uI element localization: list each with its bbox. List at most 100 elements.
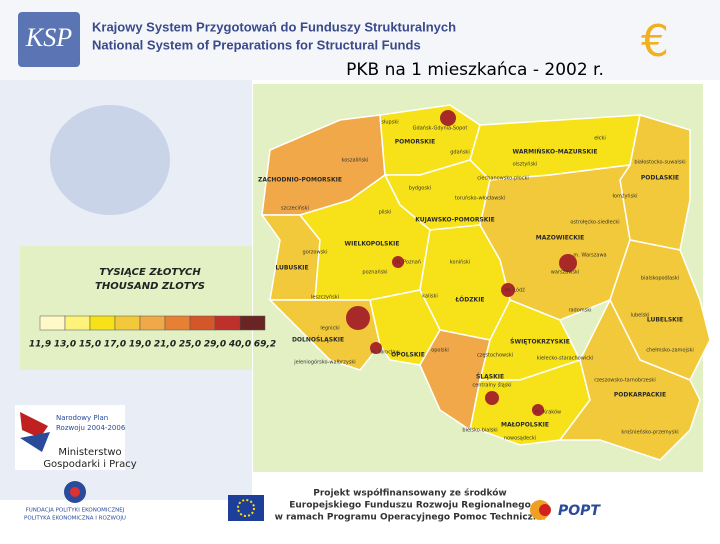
region-label: ŚLĄSKIE: [476, 374, 504, 381]
region-label: ŁÓDZKIE: [454, 297, 484, 304]
legend-tick-label: 11,9: [29, 340, 51, 350]
subregion-label: m. Łódź: [505, 287, 525, 294]
title: PKB na 1 mieszkańca - 2002 r.: [346, 60, 604, 80]
subregion-label: legnicki: [320, 326, 339, 332]
eu-flag: [228, 495, 264, 521]
subregion-label: jeleniogórsko-wałbrzyski: [293, 359, 355, 366]
subregion-label: ostrołęcko-siedlecki: [570, 220, 619, 226]
region-label: OPOLSKIE: [391, 352, 425, 359]
city-area: [501, 283, 515, 297]
europe-silhouette: [50, 105, 170, 215]
legend-title: TYSIĄCE ZŁOTYCH: [99, 267, 201, 278]
popt-text: POPT: [558, 503, 601, 519]
legend-tick-label: 17,0: [104, 340, 126, 350]
region-label: WIELKOPOLSKIE: [345, 241, 400, 248]
legend-tick-label: 21,0: [154, 340, 176, 350]
legend: 11,9 13,0 15,0 17,0 19,0 21,0 25,0 29,0 40,0 69,2: [29, 315, 276, 350]
region-label: WARMIŃSKO-MAZURSKIE: [513, 148, 598, 156]
subregion-label: olsztyński: [513, 161, 538, 168]
city-area: [370, 342, 382, 354]
header-line1: Krajowy System Przygotowań do Funduszy S…: [92, 19, 456, 34]
region-label: MAZOWIECKIE: [536, 235, 584, 242]
subregion-label: bielsko-bialski: [462, 428, 497, 434]
city-area: [440, 110, 456, 126]
city-area: [392, 256, 404, 268]
ministry-text: Gospodarki i Pracy: [43, 459, 136, 470]
subregion-label: opolski: [431, 348, 449, 354]
subregion-label: chełmsko-zamojski: [646, 348, 693, 354]
city-area: [485, 391, 499, 405]
city-area: [346, 306, 370, 330]
legend-tick-label: 69,2: [254, 340, 276, 350]
foundation-text: POLITYKA EKONOMICZNA I ROZWOJU: [24, 516, 126, 522]
subregion-label: rzeszowsko-tarnobrzeski: [594, 378, 655, 384]
subregion-label: łomżyński: [613, 193, 638, 200]
foundation-logo: [70, 487, 80, 497]
ministry-text: Ministerstwo: [58, 447, 121, 458]
legend-swatch: [214, 315, 241, 331]
region-label: DOLNOŚLĄSKIE: [292, 337, 344, 344]
legend-tick-label: 15,0: [79, 340, 101, 350]
header-line2: National System of Preparations for Stru…: [92, 37, 421, 52]
subregion-label: Gdańsk-Gdynia-Sopot: [413, 125, 468, 132]
subregion-label: ełcki: [594, 136, 606, 142]
subregion-label: leszczyński: [311, 294, 339, 301]
subregion-label: nowosądecki: [504, 436, 536, 442]
subregion-label: gorzowski: [303, 250, 328, 256]
subregion-label: lubelski: [630, 313, 649, 319]
foundation-text: FUNDACJA POLITYKI EKONOMICZNEJ: [26, 508, 125, 514]
region-label: ZACHODNIO-POMORSKIE: [258, 177, 342, 184]
region-label: PODLASKIE: [641, 175, 679, 182]
subregion-label: m. Wrocław: [370, 350, 399, 356]
npr-icon: [20, 432, 50, 452]
subregion-label: m. Poznań: [395, 259, 421, 266]
region-label: LUBELSKIE: [647, 317, 683, 324]
legend-swatch: [89, 315, 116, 331]
subregion-label: pilski: [379, 210, 392, 216]
subregion-label: białostocko-suwalski: [634, 160, 685, 166]
logo: KSP: [25, 23, 72, 52]
region-label: PODKARPACKIE: [614, 392, 666, 399]
legend-box: [20, 246, 252, 370]
subregion-label: bialskopodlaski: [641, 276, 679, 282]
region-label: LUBUSKIE: [275, 265, 308, 272]
legend-swatch: [164, 315, 191, 331]
subregion-label: poznański: [362, 269, 387, 276]
subregion-label: m. Warszawa: [573, 253, 606, 259]
city-area: [559, 254, 577, 272]
popt-logo: [539, 504, 551, 516]
subregion-label: warszawski: [551, 270, 579, 276]
subregion-label: częstochowski: [477, 353, 513, 359]
subregion-label: koszaliński: [342, 157, 369, 164]
subregion-label: gdański: [450, 149, 469, 156]
footer-text: w ramach Programu Operacyjnego Pomoc Tec…: [275, 513, 546, 523]
header-band: [0, 0, 720, 80]
logo-box: [18, 12, 80, 67]
subregion-label: słupski: [381, 120, 398, 126]
npr-icon: [20, 412, 48, 438]
legend-swatch: [189, 315, 216, 331]
subregion-label: kielecko-starachowicki: [537, 356, 594, 362]
region-label: POMORSKIE: [395, 139, 436, 146]
subregion-label: centralny śląski: [472, 382, 511, 389]
region: [558, 298, 701, 461]
region-label: KUJAWSKO-POMORSKIE: [415, 217, 495, 224]
footer-text: Projekt współfinansowany ze środków: [313, 488, 507, 499]
subregion-label: m. Kraków: [535, 409, 561, 416]
legend-swatch: [114, 315, 141, 331]
map: ZACHODNIO-POMORSKIE POMORSKIE WARMIŃSKO-MA…: [258, 104, 711, 461]
legend-tick-label: 25,0: [179, 340, 201, 350]
euro-sign: €: [641, 16, 669, 67]
subregion-label: radomski: [568, 308, 591, 314]
legend-swatch: [239, 315, 266, 331]
legend-tick-label: 13,0: [54, 340, 76, 350]
npr-text: Narodowy Plan: [56, 414, 108, 422]
legend-tick-label: 40,0: [228, 340, 251, 350]
region-label: ŚWIĘTOKRZYSKIE: [510, 339, 570, 346]
city-area: [532, 404, 544, 416]
legend-swatch: [39, 315, 66, 331]
footer-text: Europejskiego Funduszu Rozwoju Regionaln…: [289, 501, 531, 511]
subregion-label: ciechanowsko-płocki: [477, 176, 528, 182]
